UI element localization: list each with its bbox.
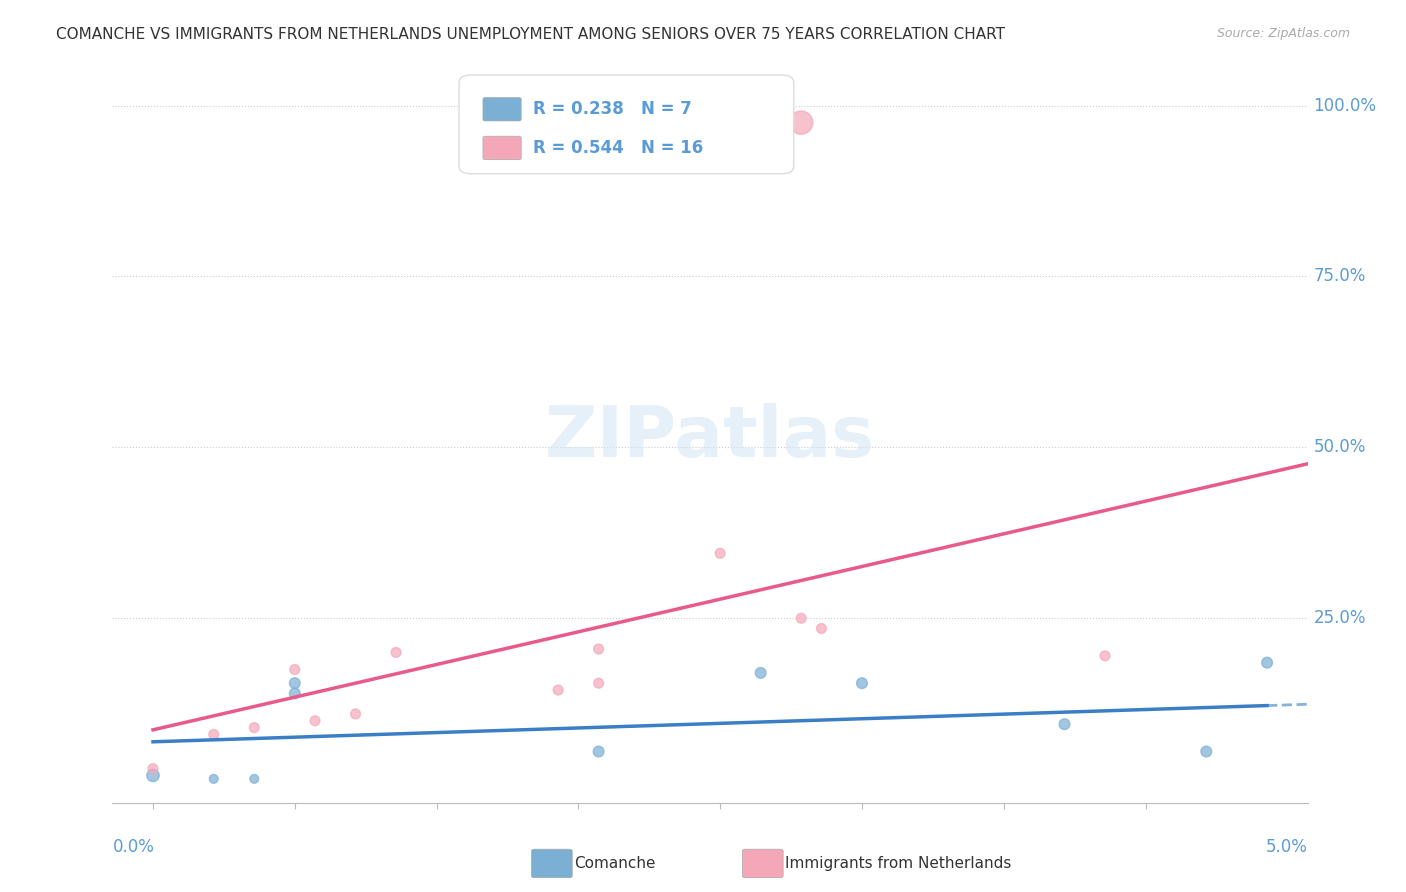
Text: ZIPatlas: ZIPatlas <box>546 402 875 472</box>
Text: COMANCHE VS IMMIGRANTS FROM NETHERLANDS UNEMPLOYMENT AMONG SENIORS OVER 75 YEARS: COMANCHE VS IMMIGRANTS FROM NETHERLANDS … <box>56 27 1005 42</box>
Text: 75.0%: 75.0% <box>1313 268 1367 285</box>
Point <box>749 665 772 680</box>
Point <box>790 611 813 625</box>
Point <box>1094 648 1116 663</box>
Text: Source: ZipAtlas.com: Source: ZipAtlas.com <box>1216 27 1350 40</box>
Point <box>202 772 225 786</box>
Point <box>790 115 813 129</box>
FancyBboxPatch shape <box>484 136 522 160</box>
Point <box>385 645 408 659</box>
Point <box>202 727 225 741</box>
Text: R = 0.544   N = 16: R = 0.544 N = 16 <box>533 139 703 157</box>
Point <box>142 762 165 776</box>
Point <box>588 676 610 690</box>
Point <box>588 642 610 657</box>
Point <box>810 622 832 636</box>
Text: 0.0%: 0.0% <box>112 838 155 855</box>
Point <box>344 706 367 721</box>
FancyBboxPatch shape <box>458 75 794 174</box>
Point <box>851 676 873 690</box>
Point <box>1053 717 1076 731</box>
Text: 5.0%: 5.0% <box>1265 838 1308 855</box>
Point <box>1195 745 1218 759</box>
Text: R = 0.238   N = 7: R = 0.238 N = 7 <box>533 100 692 119</box>
Point <box>142 768 165 782</box>
Point <box>709 546 731 560</box>
Point <box>304 714 326 728</box>
Point <box>284 686 307 700</box>
Point <box>284 663 307 677</box>
Text: 50.0%: 50.0% <box>1313 438 1367 457</box>
Text: 25.0%: 25.0% <box>1313 609 1367 627</box>
Text: Comanche: Comanche <box>574 856 655 871</box>
FancyBboxPatch shape <box>484 97 522 121</box>
Point <box>243 721 266 735</box>
Point <box>284 676 307 690</box>
Point <box>588 745 610 759</box>
Point <box>1256 656 1278 670</box>
Text: Immigrants from Netherlands: Immigrants from Netherlands <box>785 856 1011 871</box>
Point <box>243 772 266 786</box>
Point <box>547 683 569 698</box>
Text: 100.0%: 100.0% <box>1313 96 1376 114</box>
